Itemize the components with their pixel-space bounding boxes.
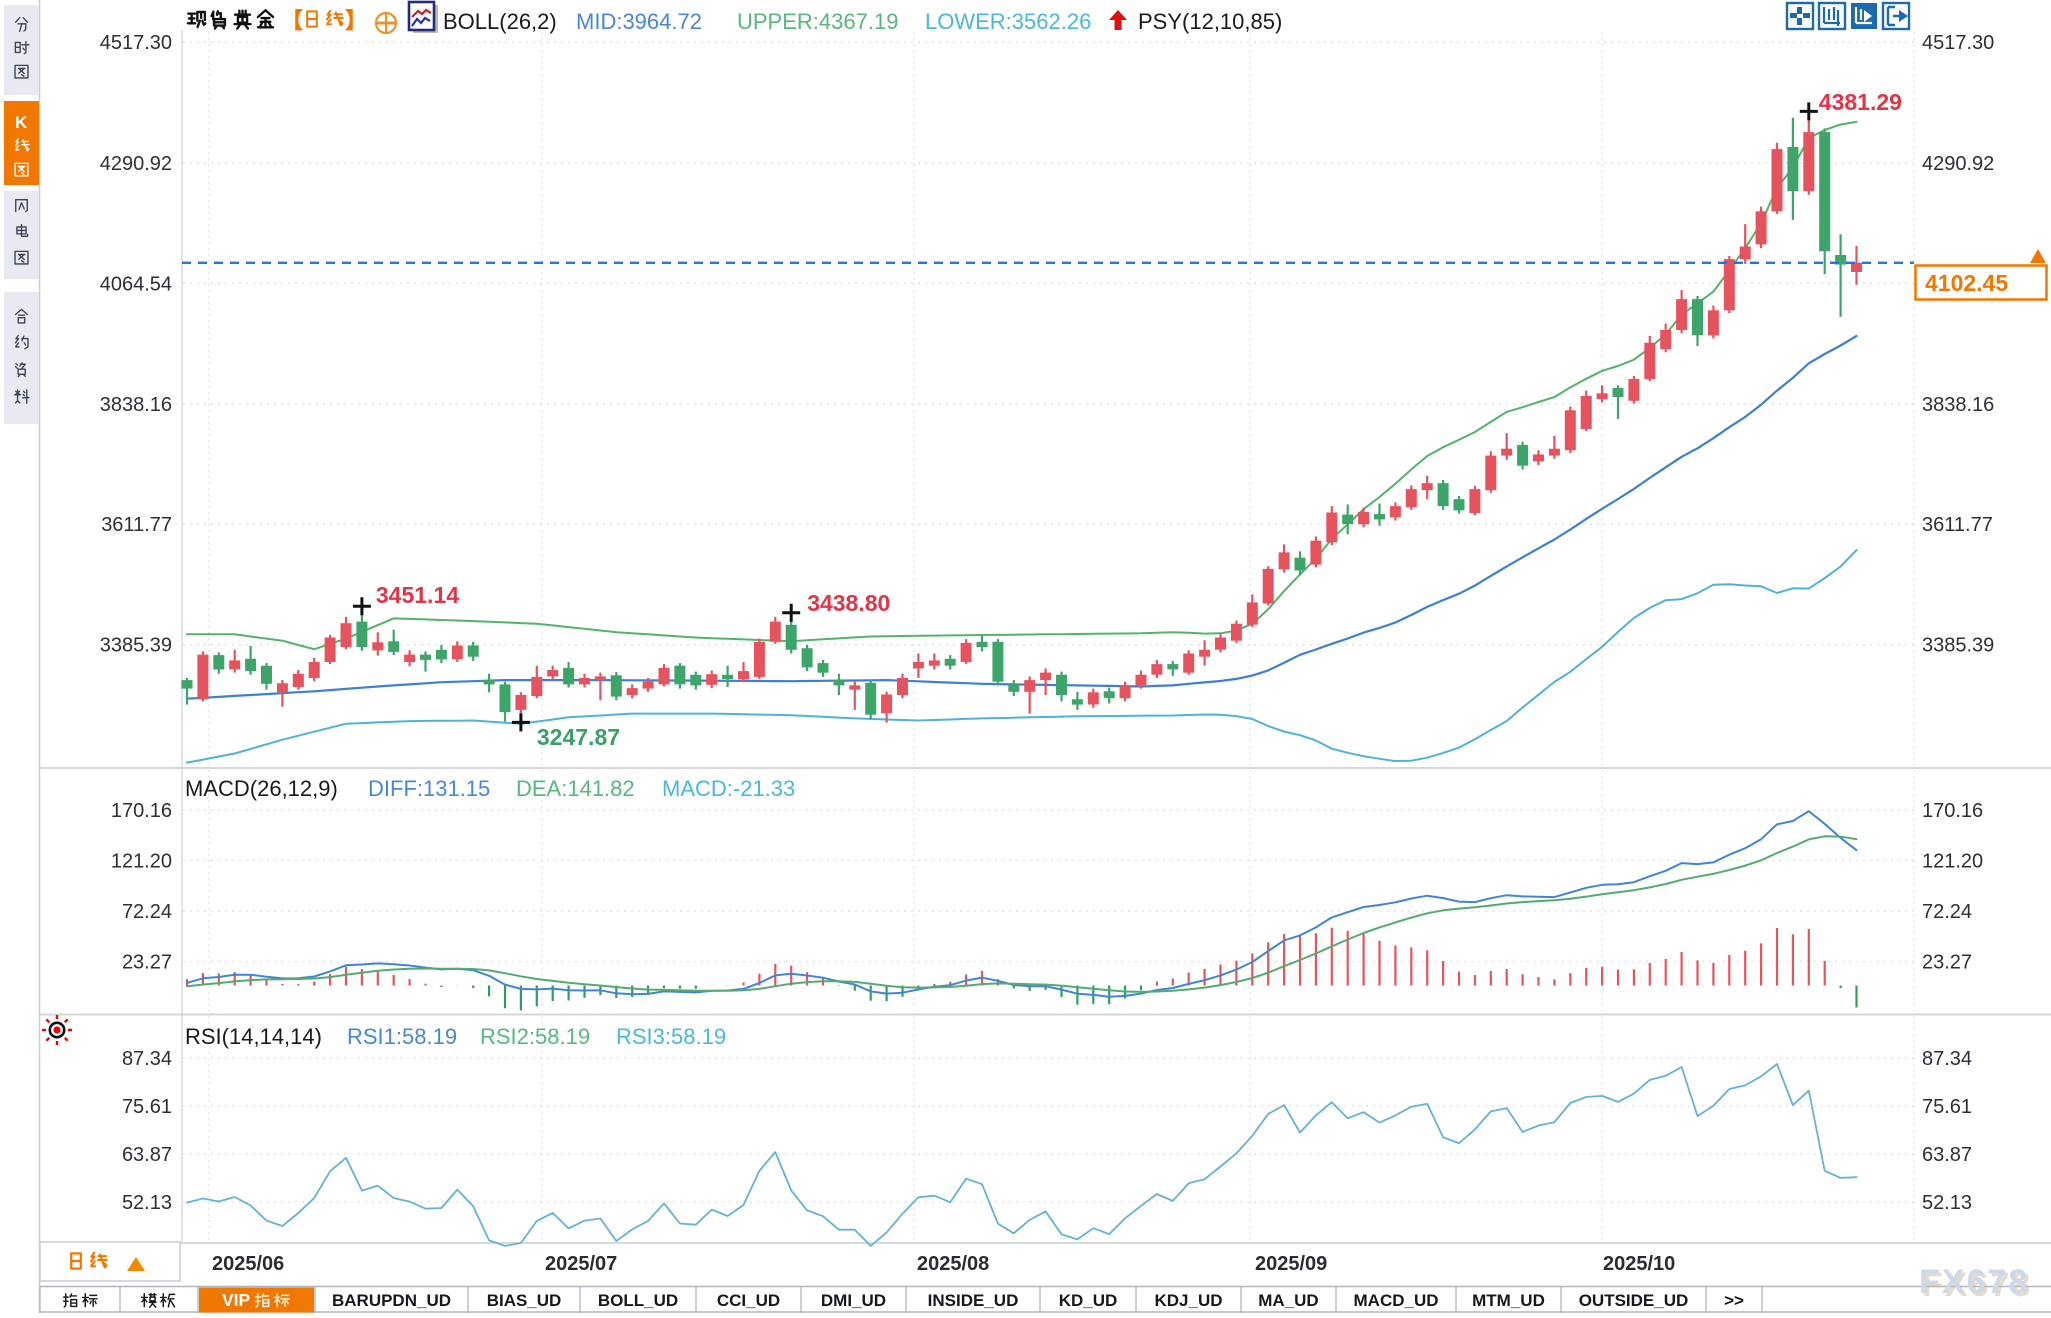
svg-text:75.61: 75.61 xyxy=(1922,1096,1972,1118)
svg-text:2025/06: 2025/06 xyxy=(212,1253,284,1275)
svg-text:4064.54: 4064.54 xyxy=(100,273,172,295)
svg-text:UPPER:4367.19: UPPER:4367.19 xyxy=(737,9,898,34)
svg-text:MA_UD: MA_UD xyxy=(1258,1291,1318,1310)
svg-text:KD_UD: KD_UD xyxy=(1059,1291,1118,1310)
svg-text:DIFF:131.15: DIFF:131.15 xyxy=(368,776,490,801)
svg-text:K: K xyxy=(15,113,28,132)
svg-text:3438.80: 3438.80 xyxy=(807,590,890,616)
svg-text:LOWER:3562.26: LOWER:3562.26 xyxy=(925,9,1091,34)
svg-text:RSI(14,14,14): RSI(14,14,14) xyxy=(185,1024,322,1049)
svg-text:63.87: 63.87 xyxy=(122,1144,172,1166)
svg-text:2025/10: 2025/10 xyxy=(1603,1253,1675,1275)
svg-text:>>: >> xyxy=(1724,1291,1744,1310)
svg-text:72.24: 72.24 xyxy=(122,901,172,923)
svg-text:DEA:141.82: DEA:141.82 xyxy=(516,776,635,801)
svg-text:3385.39: 3385.39 xyxy=(1922,635,1994,657)
svg-text:【: 【 xyxy=(281,8,303,33)
svg-text:3611.77: 3611.77 xyxy=(101,514,172,536)
svg-text:4290.92: 4290.92 xyxy=(100,153,172,175)
svg-text:4290.92: 4290.92 xyxy=(1922,153,1994,175)
svg-text:2025/07: 2025/07 xyxy=(545,1253,617,1275)
svg-text:23.27: 23.27 xyxy=(1922,952,1972,974)
svg-text:OUTSIDE_UD: OUTSIDE_UD xyxy=(1579,1291,1689,1310)
svg-text:RSI1:58.19: RSI1:58.19 xyxy=(347,1024,457,1049)
svg-text:VIP: VIP xyxy=(222,1290,251,1310)
svg-text:75.61: 75.61 xyxy=(122,1096,172,1118)
svg-text:63.87: 63.87 xyxy=(1922,1144,1972,1166)
svg-text:】: 】 xyxy=(345,8,367,33)
svg-text:121.20: 121.20 xyxy=(1922,851,1983,873)
svg-text:23.27: 23.27 xyxy=(122,952,172,974)
svg-text:3451.14: 3451.14 xyxy=(376,582,459,608)
svg-text:MTM_UD: MTM_UD xyxy=(1472,1291,1545,1310)
svg-text:2025/08: 2025/08 xyxy=(917,1253,989,1275)
svg-text:DMI_UD: DMI_UD xyxy=(821,1291,886,1310)
svg-text:PSY(12,10,85): PSY(12,10,85) xyxy=(1138,9,1282,34)
svg-text:3611.77: 3611.77 xyxy=(1922,514,1993,536)
svg-text:FX678: FX678 xyxy=(1922,1266,2032,1304)
svg-text:RSI3:58.19: RSI3:58.19 xyxy=(616,1024,726,1049)
svg-text:BOLL(26,2): BOLL(26,2) xyxy=(443,9,557,34)
svg-text:2025/09: 2025/09 xyxy=(1255,1253,1327,1275)
svg-text:87.34: 87.34 xyxy=(122,1048,172,1070)
svg-text:3385.39: 3385.39 xyxy=(100,635,172,657)
svg-text:170.16: 170.16 xyxy=(1922,800,1983,822)
svg-text:52.13: 52.13 xyxy=(122,1192,172,1214)
svg-text:121.20: 121.20 xyxy=(111,851,172,873)
svg-text:BOLL_UD: BOLL_UD xyxy=(598,1291,678,1310)
svg-text:4517.30: 4517.30 xyxy=(1922,32,1994,54)
svg-text:BARUPDN_UD: BARUPDN_UD xyxy=(332,1291,451,1310)
svg-text:FX678: FX678 xyxy=(1919,1263,2029,1301)
svg-text:52.13: 52.13 xyxy=(1922,1192,1972,1214)
svg-text:KDJ_UD: KDJ_UD xyxy=(1154,1291,1222,1310)
svg-text:BIAS_UD: BIAS_UD xyxy=(487,1291,562,1310)
svg-text:3838.16: 3838.16 xyxy=(1922,394,1994,416)
svg-text:INSIDE_UD: INSIDE_UD xyxy=(928,1291,1019,1310)
svg-text:4102.45: 4102.45 xyxy=(1925,270,2008,296)
svg-text:RSI2:58.19: RSI2:58.19 xyxy=(480,1024,590,1049)
svg-text:MID:3964.72: MID:3964.72 xyxy=(576,9,702,34)
svg-text:4517.30: 4517.30 xyxy=(100,32,172,54)
svg-text:MACD(26,12,9): MACD(26,12,9) xyxy=(185,776,338,801)
svg-text:MACD_UD: MACD_UD xyxy=(1354,1291,1439,1310)
svg-text:CCI_UD: CCI_UD xyxy=(717,1291,780,1310)
svg-text:3247.87: 3247.87 xyxy=(537,724,620,750)
svg-text:72.24: 72.24 xyxy=(1922,901,1972,923)
svg-text:87.34: 87.34 xyxy=(1922,1048,1972,1070)
svg-text:MACD:-21.33: MACD:-21.33 xyxy=(662,776,795,801)
svg-text:3838.16: 3838.16 xyxy=(100,394,172,416)
svg-text:4381.29: 4381.29 xyxy=(1819,89,1902,115)
svg-text:170.16: 170.16 xyxy=(111,800,172,822)
